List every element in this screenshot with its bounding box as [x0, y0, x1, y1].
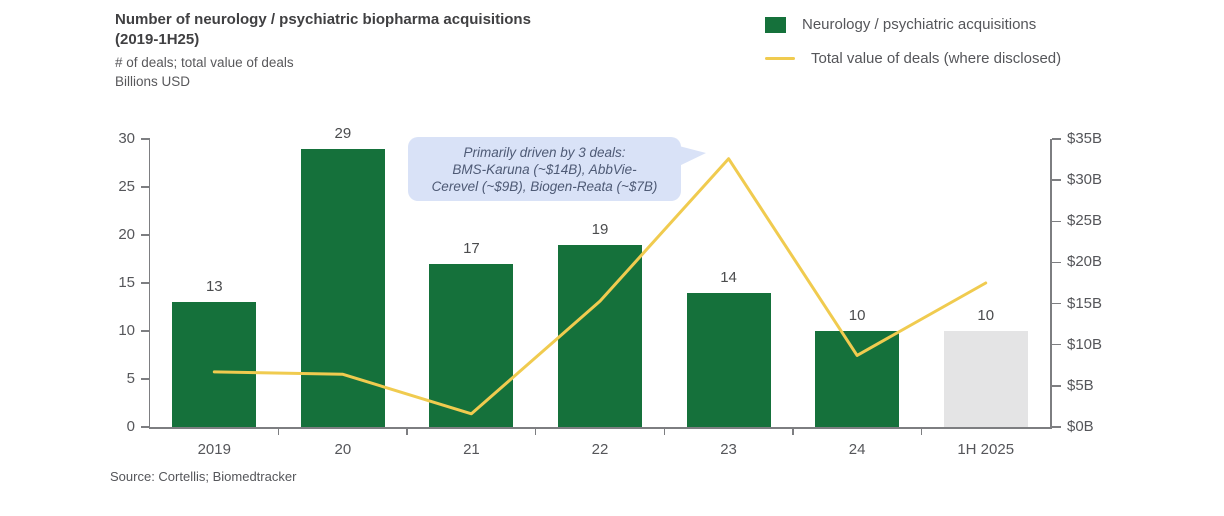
bar-24: [815, 331, 900, 427]
bar-2019: [172, 302, 257, 427]
bar-value-label: 10: [848, 307, 866, 324]
green-square-swatch-icon: [765, 16, 786, 33]
left-axis-label: 5: [126, 370, 135, 387]
x-axis-label: 2019: [197, 441, 231, 458]
right-axis-label: $15B: [1067, 294, 1103, 312]
left-axis-tick: [141, 330, 150, 332]
right-axis-tick: [1051, 138, 1061, 140]
left-axis-tick: [141, 426, 150, 428]
page-title: Number of neurology / psychiatric biopha…: [115, 10, 715, 50]
chart-header: Number of neurology / psychiatric biopha…: [115, 10, 715, 91]
left-axis-tick: [141, 186, 150, 188]
x-axis-tick: [792, 427, 794, 435]
legend-label: Total value of deals (where disclosed): [811, 50, 1062, 67]
left-axis-tick: [141, 378, 150, 380]
x-axis-tick: [277, 427, 280, 435]
right-axis-tick: [1051, 343, 1061, 346]
left-axis-label: 15: [118, 274, 135, 291]
total-value-polyline: [212, 157, 988, 416]
right-axis-label: $30B: [1067, 171, 1103, 189]
right-axis-tick: [1051, 302, 1061, 305]
x-axis-tick: [534, 427, 537, 435]
source-note: Source: Cortellis; Biomedtracker: [110, 469, 297, 484]
total-value-line: [212, 157, 988, 416]
legend-item-total-value: Total value of deals (where disclosed): [765, 50, 1061, 67]
x-axis-label: 23: [720, 441, 737, 458]
bar-value-label: 14: [720, 268, 737, 286]
left-axis-tick: [141, 138, 150, 140]
left-axis-label: 10: [118, 322, 135, 339]
bar-23: [686, 292, 771, 427]
chart-subtitle: # of deals; total value of deals Billion…: [115, 53, 715, 91]
x-axis-label: 22: [591, 441, 609, 458]
legend: Neurology / psychiatric acquisitions Tot…: [765, 16, 1061, 67]
title-line-1: Number of neurology / psychiatric biopha…: [115, 11, 531, 28]
subtitle-line-1: # of deals; total value of deals: [115, 55, 294, 70]
annotation-line-3: Cerevel (~$9B), Biogen-Reata (~$7B): [431, 179, 658, 194]
subtitle-line-2: Billions USD: [115, 74, 191, 89]
left-axis-line: [148, 139, 150, 429]
left-axis-label: 0: [126, 418, 135, 435]
right-axis-label: $25B: [1067, 212, 1103, 230]
bar-value-label: 10: [977, 307, 995, 324]
legend-label: Neurology / psychiatric acquisitions: [802, 16, 1037, 33]
bar-value-label: 13: [205, 278, 223, 296]
right-axis-label: $0B: [1067, 418, 1094, 435]
bar-value-label: 19: [591, 220, 609, 238]
x-axis-tick: [406, 427, 408, 435]
right-axis-label: $10B: [1067, 335, 1103, 353]
right-axis-tick: [1051, 426, 1061, 428]
bar-22: [558, 244, 642, 427]
legend-item-acquisitions: Neurology / psychiatric acquisitions: [765, 16, 1061, 33]
yellow-line-swatch-icon: [765, 56, 795, 61]
left-axis-tick: [141, 282, 150, 284]
bar-1h-2025: [943, 331, 1028, 427]
right-axis-label: $35B: [1067, 130, 1103, 147]
left-axis-label: 30: [118, 130, 135, 147]
bar-20: [300, 148, 385, 427]
annotation-line-2: BMS-Karuna (~$14B), AbbVie-: [452, 162, 637, 177]
right-axis-tick: [1051, 261, 1061, 264]
bar-value-label: 17: [463, 239, 480, 257]
x-axis-tick: [920, 427, 923, 435]
bottom-axis-line: [148, 427, 1052, 429]
annotation-line-1: Primarily driven by 3 deals:: [463, 145, 626, 160]
left-axis-label: 25: [118, 178, 135, 195]
right-axis-tick: [1051, 385, 1061, 387]
right-axis-tick: [1051, 179, 1061, 181]
right-axis-label: $20B: [1067, 253, 1103, 271]
left-axis-tick: [141, 234, 150, 236]
title-line-2: (2019-1H25): [115, 31, 200, 48]
x-axis-label: 21: [463, 441, 480, 458]
right-axis-label: $5B: [1067, 376, 1094, 394]
annotation-callout: Primarily driven by 3 deals: BMS-Karuna …: [408, 137, 681, 201]
bar-21: [429, 263, 514, 427]
x-axis-label: 1H 2025: [957, 441, 1015, 458]
annotation-callout-tail: [679, 146, 706, 166]
x-axis-label: 24: [848, 441, 866, 458]
right-axis-line: [1050, 139, 1052, 429]
left-axis-label: 20: [118, 226, 135, 243]
x-axis-tick: [663, 427, 666, 435]
right-axis-tick: [1051, 220, 1061, 223]
x-axis-label: 20: [334, 441, 352, 458]
bar-value-label: 29: [334, 124, 352, 142]
